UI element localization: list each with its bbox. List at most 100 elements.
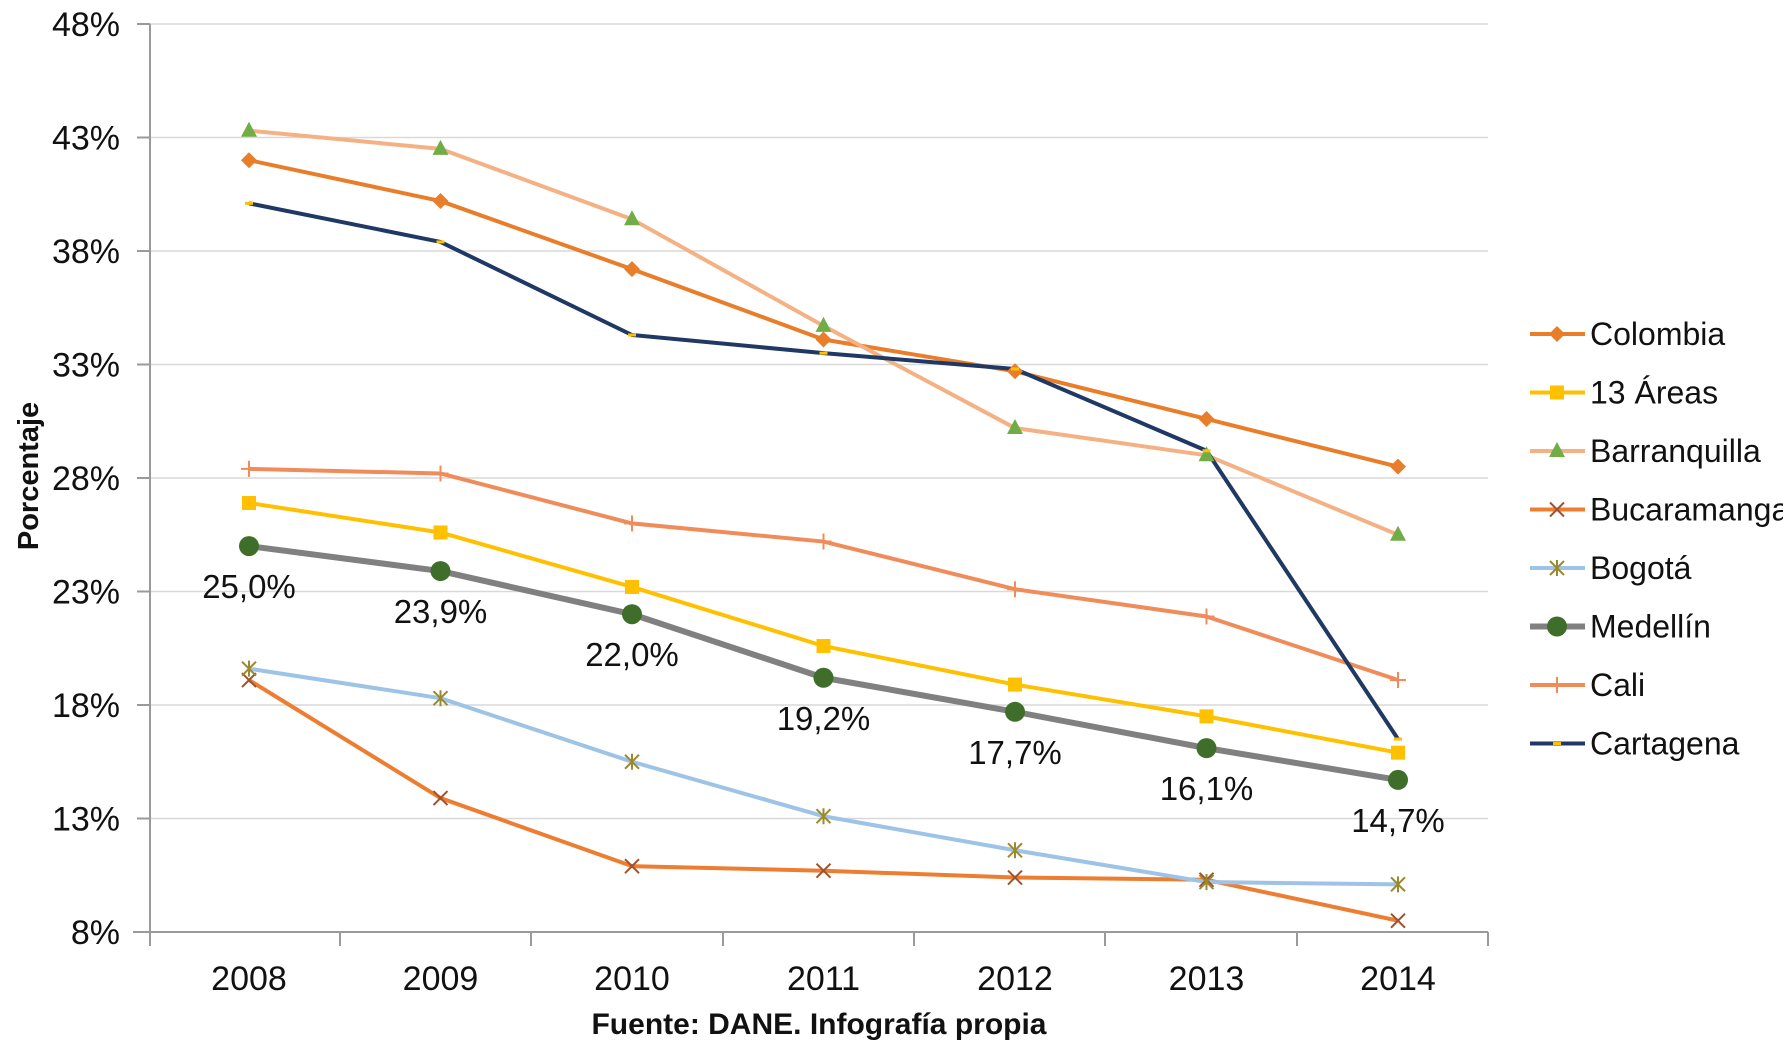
data-point-bogota — [815, 808, 832, 825]
data-point-barranquilla — [624, 210, 640, 226]
y-axis-title: Porcentaje — [13, 402, 45, 550]
legend-marker-cartagena — [1553, 742, 1561, 745]
data-point-colombia — [624, 261, 640, 278]
data-point-bucaramanga — [1007, 869, 1023, 886]
data-point-bucaramanga — [241, 672, 257, 688]
data-label-medellin: 19,2% — [777, 700, 871, 737]
data-point-cartagena — [1011, 367, 1019, 371]
legend-marker-cali — [1549, 677, 1565, 693]
data-point-bucaramanga — [624, 858, 640, 874]
data-point-bucaramanga — [432, 790, 449, 806]
legend-label-cali: Cali — [1590, 667, 1645, 703]
legend: Colombia 13 Áreas Barranquilla Bucaramanga B… — [1530, 316, 1783, 762]
x-axis-title: Fuente: DANE. Infografía propia — [591, 1008, 1046, 1041]
data-point-bogota — [1198, 874, 1215, 891]
data-point-bogota — [432, 690, 449, 707]
data-point-bogota — [1007, 842, 1023, 859]
data-point-13-areas — [1391, 745, 1405, 760]
data-point-cartagena — [628, 333, 636, 337]
legend-label-13-areas: 13 Áreas — [1590, 375, 1718, 411]
x-tick-label: 2011 — [787, 960, 860, 998]
data-point-barranquilla — [1007, 419, 1023, 435]
data-point-13-areas — [1008, 677, 1022, 692]
x-tick-label: 2008 — [211, 960, 287, 998]
data-point-cartagena — [436, 240, 445, 244]
data-point-cali — [1007, 581, 1023, 598]
data-point-cali — [432, 465, 449, 482]
x-tick-label: 2013 — [1169, 960, 1245, 998]
gridlines — [150, 23, 1488, 820]
x-tick-label: 2010 — [594, 960, 670, 998]
data-label-medellin: 22,0% — [585, 636, 679, 673]
data-label-medellin: 25,0% — [202, 568, 296, 605]
series-line-medellin — [248, 543, 1399, 783]
legend-label-cartagena: Cartagena — [1590, 726, 1740, 762]
data-point-bogota — [241, 660, 257, 677]
data-point-13-areas — [1199, 709, 1214, 724]
data-label-medellin: 14,7% — [1351, 802, 1445, 839]
legend-label-bogota: Bogotá — [1590, 550, 1692, 586]
x-tick-label: 2012 — [977, 960, 1053, 998]
data-point-cali — [1390, 672, 1406, 689]
data-point-cartagena — [1394, 737, 1402, 741]
data-point-cartagena — [245, 201, 253, 205]
data-label-medellin: 16,1% — [1160, 770, 1254, 807]
x-tick-label: 2014 — [1360, 960, 1436, 998]
data-point-colombia — [815, 331, 832, 348]
series-line-colombia — [248, 158, 1399, 469]
y-tick-label: 13% — [52, 801, 120, 839]
y-tick-label: 8% — [71, 914, 120, 952]
y-tick-label: 43% — [52, 120, 120, 158]
y-tick-label: 33% — [52, 347, 120, 385]
data-point-cali — [1198, 608, 1215, 625]
legend-label-bucaramanga: Bucaramanga — [1590, 492, 1783, 528]
x-tick-label: 2009 — [403, 960, 479, 998]
data-point-colombia — [241, 152, 257, 169]
data-point-barranquilla — [241, 121, 257, 137]
data-labels: 25,0% 23,9% 22,0% 19,2% 17,7% 16,1% 14,7% — [202, 568, 1445, 839]
legend-label-medellin: Medellín — [1590, 609, 1711, 645]
data-point-barranquilla — [432, 139, 449, 155]
x-axis-ticks: 2008 2009 2010 2011 2012 2013 2014 — [149, 932, 1489, 998]
data-point-barranquilla — [1198, 446, 1215, 462]
data-point-cali — [241, 460, 257, 477]
legend-label-colombia: Colombia — [1590, 316, 1725, 352]
legend-marker-medellin — [1547, 616, 1567, 637]
data-point-medellin — [622, 604, 642, 625]
data-point-medellin — [813, 667, 834, 688]
legend-label-barranquilla: Barranquilla — [1590, 433, 1761, 469]
data-point-bucaramanga — [1390, 912, 1406, 929]
data-point-cartagena — [1202, 449, 1211, 453]
data-point-13-areas — [433, 525, 448, 540]
y-tick-label: 23% — [52, 574, 120, 612]
data-point-barranquilla — [815, 316, 832, 332]
data-point-colombia — [1198, 410, 1215, 427]
data-label-medellin: 17,7% — [968, 734, 1062, 771]
y-axis-ticks: 8% 13% 18% 23% 28% 33% 38% 43% 48% — [52, 6, 150, 952]
legend-marker-barranquilla — [1549, 442, 1565, 457]
data-point-13-areas — [242, 495, 256, 510]
y-tick-label: 38% — [52, 233, 120, 271]
data-point-barranquilla — [1390, 525, 1406, 541]
data-point-13-areas — [625, 579, 639, 594]
data-point-medellin — [239, 536, 259, 557]
data-point-bogota — [1390, 876, 1406, 893]
data-point-colombia — [1007, 363, 1023, 380]
data-point-colombia — [432, 193, 449, 210]
data-point-cali — [624, 515, 640, 532]
data-point-cartagena — [819, 351, 828, 355]
series-markers — [239, 121, 1408, 929]
legend-marker-bogota — [1549, 560, 1565, 576]
legend-marker-13-areas — [1550, 385, 1564, 400]
data-point-bucaramanga — [815, 863, 832, 879]
data-point-medellin — [1196, 738, 1217, 759]
data-label-medellin: 23,9% — [394, 593, 488, 630]
legend-marker-bucaramanga — [1549, 501, 1565, 518]
data-point-medellin — [430, 561, 451, 582]
data-point-13-areas — [816, 638, 831, 653]
data-point-cali — [815, 533, 832, 550]
data-point-medellin — [1005, 701, 1025, 722]
y-tick-label: 48% — [52, 6, 120, 44]
legend-marker-colombia — [1549, 326, 1565, 342]
